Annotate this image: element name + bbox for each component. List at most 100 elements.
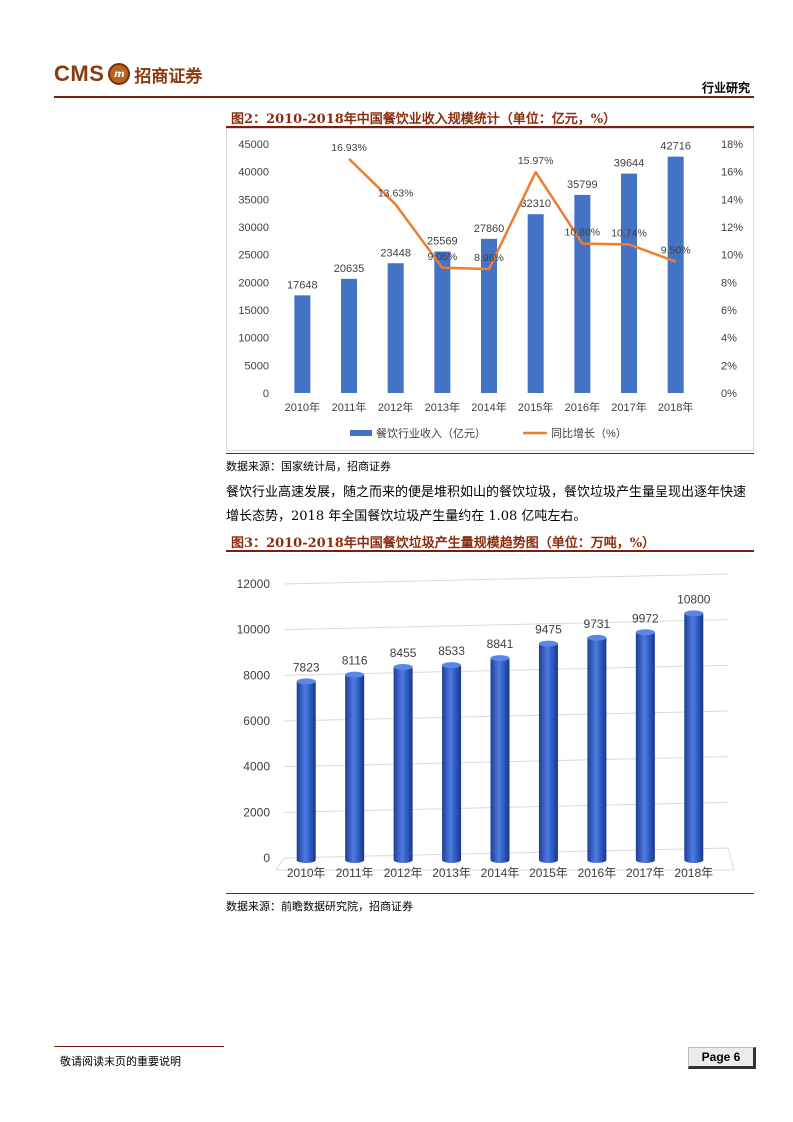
y-right-tick-label: 10% (721, 250, 743, 262)
bar (387, 263, 404, 393)
bar (635, 632, 655, 863)
line-value-label: 13.63% (378, 187, 414, 199)
y-right-tick-label: 16% (721, 167, 743, 179)
bar-value-label: 9731 (584, 617, 611, 631)
y-left-tick-label: 35000 (238, 194, 269, 206)
bar (490, 658, 510, 863)
legend-label-bars: 餐饮行业收入（亿元） (376, 426, 486, 440)
x-tick-label: 2010年 (287, 866, 326, 880)
y-right-tick-label: 8% (721, 277, 737, 289)
figure3-title: 图3：2010-2018年中国餐饮垃圾产生量规模趋势图（单位：万吨，%） (231, 536, 656, 551)
brand-logo: CMS m 招商证券 (54, 61, 202, 87)
y-tick-label: 0 (263, 851, 270, 865)
bar (587, 637, 607, 863)
floor-edge (275, 857, 285, 871)
y-right-tick-label: 6% (721, 305, 737, 317)
logo-text: CMS (54, 61, 105, 86)
bar-value-label: 23448 (380, 247, 411, 259)
line-value-label: 9.50% (661, 245, 691, 257)
bar-value-label: 20635 (334, 263, 365, 275)
bar-value-label: 8116 (342, 654, 368, 668)
bar (296, 681, 316, 863)
bar-top (345, 671, 365, 678)
floor-edge (727, 847, 735, 871)
bar (434, 251, 451, 393)
bar-value-label: 8455 (390, 646, 417, 660)
line-value-label: 9.05% (427, 251, 457, 263)
x-tick-label: 2017年 (626, 866, 665, 880)
figure3-source: 数据来源：前瞻数据研究院，招商证券 (226, 900, 413, 913)
bar (481, 238, 497, 393)
bar-value-label: 17648 (287, 279, 318, 291)
y-tick-label: 10000 (237, 623, 271, 637)
y-left-tick-label: 25000 (238, 250, 269, 262)
x-tick-label: 2016年 (565, 400, 600, 414)
y-left-tick-label: 5000 (245, 360, 269, 372)
figure3-chart-frame: 0 2000 4000 6000 8000 10000 12000 7823 2010年 8116… (226, 554, 754, 891)
x-tick-label: 2015年 (518, 400, 553, 414)
y-left-tick-label: 20000 (238, 277, 269, 289)
gridline (283, 573, 729, 585)
bar-top (393, 663, 413, 670)
bar-value-label: 9475 (535, 623, 562, 637)
figure2-title: 图2：2010-2018年中国餐饮业收入规模统计（单位：亿元，%） (231, 112, 617, 127)
x-tick-label: 2013年 (432, 866, 471, 880)
bar-value-label: 9972 (632, 611, 659, 625)
legend-label-line: 同比增长（%） (551, 426, 627, 440)
line-value-label: 16.93% (331, 142, 367, 154)
bar-top (587, 634, 607, 641)
y-right-tick-label: 12% (721, 222, 743, 234)
y-tick-label: 8000 (243, 668, 270, 682)
x-tick-label: 2014年 (471, 400, 506, 414)
bar (574, 194, 591, 393)
y-tick-label: 6000 (243, 714, 270, 728)
line-value-label: 15.97% (518, 155, 554, 167)
line-value-label: 8.96% (474, 252, 504, 264)
bar-value-label: 8841 (487, 637, 514, 651)
legend-swatch-bars (350, 430, 372, 436)
bar (527, 214, 544, 393)
logo-company-name: 招商证券 (134, 66, 203, 87)
bar (393, 666, 413, 863)
line-value-label: 10.80% (565, 227, 601, 239)
x-tick-label: 2011年 (332, 400, 367, 414)
y-left-tick-label: 0 (263, 388, 269, 400)
bar-top (442, 662, 462, 669)
figure2-source: 数据来源：国家统计局，招商证券 (226, 460, 391, 473)
bar (538, 643, 558, 863)
bar (621, 173, 637, 393)
bar-value-label: 42716 (660, 141, 691, 153)
bar-value-label: 39644 (614, 158, 645, 170)
figure3-title-rule (226, 550, 754, 552)
x-tick-label: 2017年 (611, 400, 646, 414)
y-left-tick-label: 15000 (238, 305, 269, 317)
x-tick-label: 2018年 (658, 400, 693, 414)
y-left-tick-label: 40000 (238, 167, 269, 179)
footer-disclaimer: 敬请阅读末页的重要说明 (60, 1055, 181, 1068)
y-tick-label: 2000 (243, 805, 270, 819)
line-value-label: 10.74% (611, 227, 647, 239)
x-tick-label: 2018年 (674, 866, 713, 880)
bar (341, 278, 357, 393)
y-tick-label: 12000 (237, 577, 271, 591)
x-tick-label: 2011年 (336, 866, 374, 880)
bar (667, 156, 684, 393)
figure2-title-rule (226, 126, 754, 128)
bar-value-label: 35799 (567, 179, 598, 191)
bar (294, 295, 311, 393)
x-tick-label: 2012年 (384, 866, 423, 880)
x-tick-label: 2016年 (578, 866, 617, 880)
y-left-tick-label: 30000 (238, 222, 269, 234)
gridline (283, 619, 729, 631)
figure2-chart-frame: 0 5000 10000 15000 20000 25000 30000 35000 40000… (226, 128, 754, 451)
header-divider (54, 96, 754, 98)
figure3-bottom-rule (226, 893, 754, 894)
bar-top (684, 610, 704, 617)
bar-top (296, 678, 316, 685)
bar-top (538, 640, 558, 647)
logo-mark-icon: m (108, 63, 131, 85)
figure2-bottom-rule (226, 453, 754, 454)
bar-top (635, 629, 655, 636)
x-tick-label: 2013年 (425, 400, 460, 414)
bar-value-label: 25569 (427, 236, 458, 248)
